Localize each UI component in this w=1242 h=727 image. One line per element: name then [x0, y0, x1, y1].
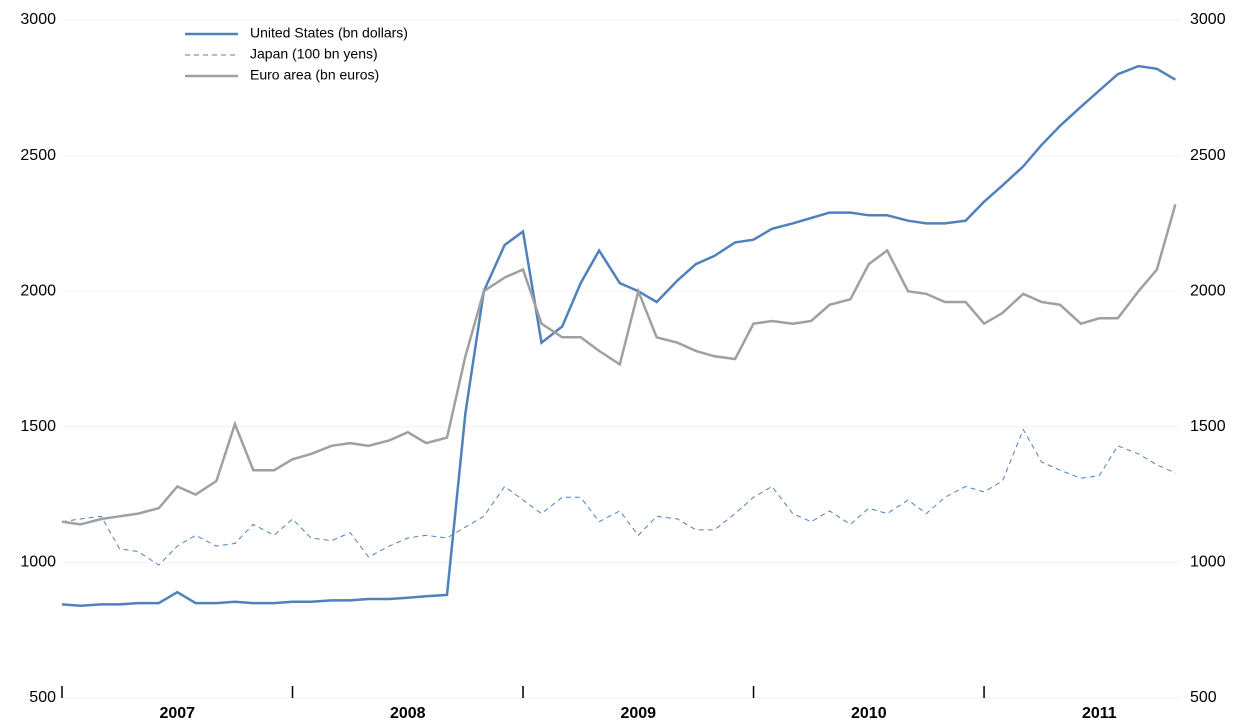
legend-label: Euro area (bn euros) [250, 67, 379, 83]
y-tick-label: 500 [29, 689, 56, 706]
series-line [61, 204, 1177, 526]
y2-tick-label: 500 [1190, 689, 1217, 706]
x-tick-label: 2008 [390, 705, 426, 722]
x-tick-label: 2007 [159, 705, 195, 722]
y2-tick-label: 3000 [1190, 11, 1226, 28]
y-tick-label: 1000 [20, 554, 56, 571]
y-tick-label: 2500 [20, 147, 56, 164]
y2-tick-label: 1000 [1190, 554, 1226, 571]
x-tick-label: 2009 [620, 705, 656, 722]
series-line [61, 428, 1176, 566]
y-tick-label: 1500 [20, 418, 56, 435]
x-tick-label: 2010 [851, 705, 887, 722]
y2-tick-label: 2000 [1190, 282, 1226, 299]
y-tick-label: 2000 [20, 282, 56, 299]
series-line [61, 64, 1177, 608]
y2-tick-label: 1500 [1190, 418, 1226, 435]
y2-tick-label: 2500 [1190, 147, 1226, 164]
x-tick-label: 2011 [1082, 705, 1117, 722]
legend-label: Japan (100 bn yens) [250, 46, 378, 62]
legend-label: United States (bn dollars) [250, 25, 408, 41]
y-tick-label: 3000 [20, 11, 56, 28]
